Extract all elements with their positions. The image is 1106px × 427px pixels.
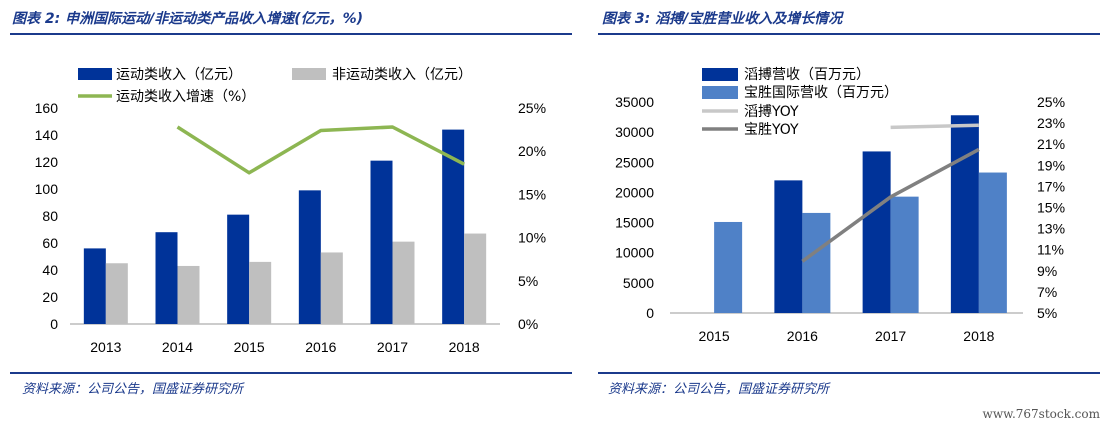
- right-y2-tick-label: 5%: [1037, 305, 1057, 321]
- left-legend-swatch-nonsports: [292, 68, 326, 80]
- right-y2-tick-label: 9%: [1037, 263, 1057, 279]
- left-y-tick-label: 140: [35, 127, 59, 143]
- left-y-tick-label: 120: [35, 154, 59, 170]
- left-growth-line: [176, 125, 465, 175]
- left-y-tick-label: 40: [42, 262, 58, 278]
- left-nonsports-bar: [177, 265, 200, 324]
- left-chart-title: 图表 2: 申洲国际运动/非运动类产品收入增速(亿元，%): [12, 11, 364, 27]
- right-pousheng-bar: [890, 196, 919, 313]
- right-x-tick-label: 2017: [875, 328, 906, 344]
- left-y-tick-label: 160: [35, 100, 59, 116]
- left-y2-tick-label: 10%: [518, 230, 546, 246]
- left-legend-swatch-sports: [78, 68, 112, 80]
- left-x-tick-label: 2018: [449, 339, 480, 355]
- left-nonsports-bar: [464, 233, 487, 324]
- right-title-rule: [598, 33, 1100, 35]
- right-y2-tick-label: 21%: [1037, 136, 1065, 152]
- right-x-tick-label: 2015: [699, 328, 730, 344]
- left-nonsports-bar: [105, 263, 128, 324]
- left-sports-bar: [298, 190, 321, 324]
- left-chart-source: 资料来源：公司公告，国盛证券研究所: [22, 382, 244, 397]
- right-chart-source: 资料来源：公司公告，国盛证券研究所: [608, 382, 830, 397]
- right-y2-tick-label: 17%: [1037, 178, 1065, 194]
- left-sports-bar: [83, 248, 106, 324]
- left-legend-label-nonsports: 非运动类收入（亿元）: [332, 67, 472, 83]
- left-source-rule: [10, 372, 572, 374]
- left-y2-tick-label: 20%: [518, 143, 546, 159]
- left-y-tick-label: 20: [42, 289, 58, 305]
- left-y2-tick-label: 25%: [518, 100, 546, 116]
- right-topsports-bar: [862, 151, 891, 313]
- right-topsports-yoy-line: [890, 123, 979, 130]
- left-y2-tick-label: 15%: [518, 186, 546, 202]
- left-x-tick-label: 2015: [234, 339, 265, 355]
- right-legend-label-topsports: 滔搏营收（百万元）: [744, 66, 870, 83]
- left-title-rule: [10, 33, 572, 35]
- left-y2-tick-label: 0%: [518, 316, 538, 332]
- right-pousheng-bar: [802, 212, 831, 313]
- right-y2-tick-label: 7%: [1037, 284, 1057, 300]
- right-legend-label-pousheng-yoy: 宝胜YOY: [744, 122, 799, 138]
- right-y-tick-label: 0: [646, 305, 654, 321]
- right-y2-tick-label: 15%: [1037, 200, 1065, 216]
- right-y-tick-label: 30000: [615, 124, 654, 140]
- left-y-tick-label: 100: [35, 181, 59, 197]
- right-y2-tick-label: 25%: [1037, 94, 1065, 110]
- left-nonsports-bar: [392, 241, 415, 324]
- right-y-tick-label: 5000: [623, 275, 654, 291]
- right-x-tick-label: 2016: [787, 328, 818, 344]
- right-y2-tick-label: 23%: [1037, 115, 1065, 131]
- right-y-tick-label: 15000: [615, 215, 654, 231]
- right-legend-swatch-pousheng: [702, 86, 738, 99]
- left-y-tick-label: 60: [42, 235, 58, 251]
- right-y2-tick-label: 11%: [1037, 242, 1064, 258]
- left-nonsports-bar: [320, 252, 343, 324]
- right-legend-swatch-topsports: [702, 68, 738, 81]
- right-x-tick-label: 2018: [963, 328, 994, 344]
- right-chart-title: 图表 3: 滔搏/宝胜营业收入及增长情况: [602, 11, 843, 27]
- left-y2-tick-label: 5%: [518, 273, 538, 289]
- left-sports-bar: [442, 129, 465, 324]
- right-y2-tick-label: 13%: [1037, 221, 1065, 237]
- right-pousheng-bar: [714, 221, 743, 313]
- left-y-tick-label: 80: [42, 208, 58, 224]
- left-x-tick-label: 2014: [162, 339, 193, 355]
- left-x-tick-label: 2017: [377, 339, 408, 355]
- right-y-tick-label: 20000: [615, 184, 654, 200]
- right-topsports-bar: [774, 180, 803, 313]
- left-x-tick-label: 2016: [305, 339, 336, 355]
- left-x-tick-label: 2013: [90, 339, 121, 355]
- right-pousheng-bar: [978, 172, 1007, 313]
- right-legend-label-pousheng: 宝胜国际营收（百万元）: [744, 85, 898, 101]
- left-nonsports-bar: [249, 261, 272, 324]
- left-sports-bar: [227, 214, 250, 324]
- right-y-tick-label: 10000: [615, 245, 654, 261]
- left-legend-label-growth: 运动类收入增速（%）: [116, 89, 255, 105]
- right-y-tick-label: 25000: [615, 154, 654, 170]
- watermark: www.767stock.com: [982, 407, 1100, 421]
- right-y-tick-label: 35000: [615, 94, 654, 110]
- right-legend-label-topsports-yoy: 滔搏YOY: [744, 103, 799, 120]
- right-y2-tick-label: 19%: [1037, 157, 1065, 173]
- left-y-tick-label: 0: [50, 316, 58, 332]
- right-pousheng-yoy-line: [801, 147, 980, 263]
- left-sports-bar: [370, 160, 393, 324]
- right-source-rule: [598, 372, 1100, 374]
- left-legend-label-sports: 运动类收入（亿元）: [116, 67, 242, 83]
- left-sports-bar: [155, 232, 178, 324]
- right-topsports-bar: [950, 115, 979, 314]
